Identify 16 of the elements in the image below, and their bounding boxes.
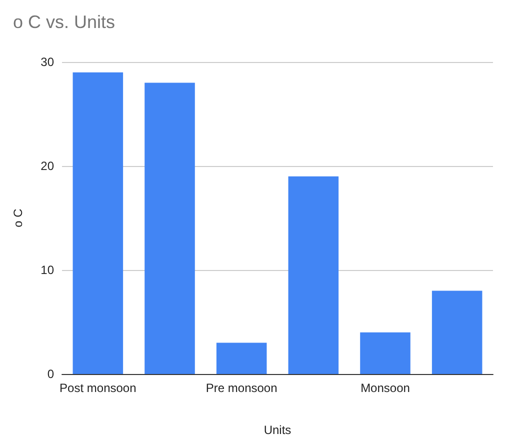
y-tick-label: 0	[47, 367, 54, 381]
x-tick-label: Post monsoon	[60, 381, 136, 395]
bar	[360, 332, 410, 374]
bar	[432, 290, 482, 374]
bar	[144, 82, 195, 374]
y-tick-label: 30	[40, 55, 54, 69]
x-tick-label: Monsoon	[360, 381, 410, 395]
chart-title: o C vs. Units	[13, 12, 116, 32]
y-axis-title: o C	[11, 208, 25, 228]
bar	[288, 176, 339, 374]
y-tick-label: 20	[40, 159, 54, 173]
y-tick-label: 10	[40, 263, 54, 277]
bar	[216, 342, 267, 374]
x-axis-title: Units	[264, 423, 292, 437]
bar	[72, 72, 124, 374]
x-tick-label: Pre monsoon	[206, 381, 278, 395]
